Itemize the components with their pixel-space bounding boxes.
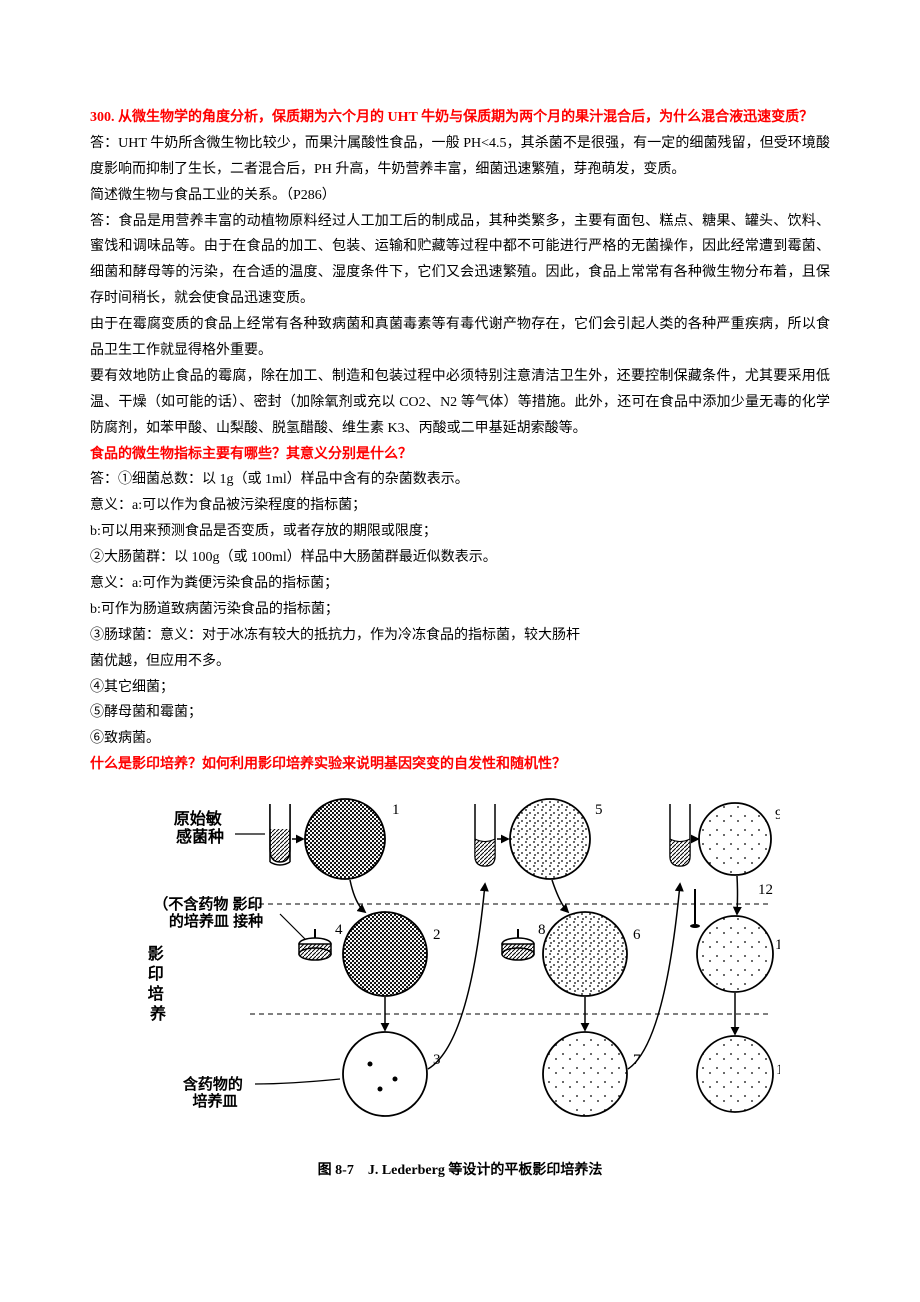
stamp-4 [299,929,331,960]
answer-2-l10: ⑤酵母菌和霉菌； [90,700,830,726]
tube-3 [670,804,690,866]
answer-2-l3: b:可以用来预测食品是否变质，或者存放的期限或限度； [90,519,830,545]
num-1: 1 [392,802,400,818]
answer-2-l6: b:可作为肠道致病菌污染食品的指标菌； [90,597,830,623]
plate-5 [510,799,590,879]
num-4: 4 [335,922,343,938]
tube-2 [475,804,495,866]
stamp-8 [502,929,534,960]
answer-2-l7: ③肠球菌：意义：对于冰冻有较大的抵抗力，作为冷冻食品的指标菌，较大肠杆 [90,623,830,649]
answer-2-l2: 意义：a:可以作为食品被污染程度的指标菌； [90,493,830,519]
question-1-title: 300. 从微生物学的角度分析，保质期为六个月的 UHT 牛奶与保质期为两个月的… [90,105,830,131]
answer-1-p2: 简述微生物与食品工业的关系。（P286） [90,183,830,209]
answer-2-l4: ②大肠菌群：以 100g（或 100ml）样品中大肠菌群最近似数表示。 [90,545,830,571]
label-top: 原始敏 感菌种 [174,809,226,846]
figure-caption: 图 8-7 J. Lederberg 等设计的平板影印培养法 [90,1158,830,1184]
num-9: 9 [775,807,780,823]
label-side: 影 印 培 养 [148,944,168,1023]
plate-9 [699,803,771,875]
plate-1 [305,799,385,879]
label-mid: （不含药物 影印 的培养皿 接种 [153,895,266,930]
num-12: 12 [758,882,773,898]
answer-1-p5: 要有效地防止食品的霉腐，除在加工、制造和包装过程中必须特别注意清洁卫生外，还要控… [90,364,830,442]
label-bottom: 含药物的 培养皿 [183,1075,247,1110]
plate-6 [543,912,627,996]
answer-2-l5: 意义：a:可作为粪便污染食品的指标菌； [90,571,830,597]
answer-1-p4: 由于在霉腐变质的食品上经常有各种致病菌和真菌毒素等有毒代谢产物存在，它们会引起人… [90,312,830,364]
answer-2-l9: ④其它细菌； [90,675,830,701]
plate-11 [697,1036,773,1112]
question-2-title: 食品的微生物指标主要有哪些？其意义分别是什么？ [90,442,830,468]
plate-10 [697,916,773,992]
tube-1 [270,804,290,865]
num-5: 5 [595,802,603,818]
answer-2-l8: 菌优越，但应用不多。 [90,649,830,675]
num-2: 2 [433,927,441,943]
answer-2-l11: ⑥致病菌。 [90,726,830,752]
plate-7 [543,1032,627,1116]
stamp-12 [690,889,700,928]
num-10: 10 [775,937,780,953]
question-3-title: 什么是影印培养？如何利用影印培养实验来说明基因突变的自发性和随机性？ [90,752,830,778]
replica-plating-diagram: 原始敏 感菌种 （不含药物 影印 的培养皿 接种 影 印 培 养 含药物的 培养… [140,784,780,1154]
answer-2-l1: 答：①细菌总数：以 1g（或 1ml）样品中含有的杂菌数表示。 [90,467,830,493]
plate-3 [343,1032,427,1116]
diagram-container: 原始敏 感菌种 （不含药物 影印 的培养皿 接种 影 印 培 养 含药物的 培养… [90,784,830,1154]
num-6: 6 [633,927,641,943]
answer-1-p3: 答：食品是用营养丰富的动植物原料经过人工加工后的制成品，其种类繁多，主要有面包、… [90,209,830,313]
num-11: 11 [776,1062,780,1078]
answer-1-p1: 答：UHT 牛奶所含微生物比较少，而果汁属酸性食品，一般 PH<4.5，其杀菌不… [90,131,830,183]
num-8: 8 [538,922,546,938]
plate-2 [343,912,427,996]
